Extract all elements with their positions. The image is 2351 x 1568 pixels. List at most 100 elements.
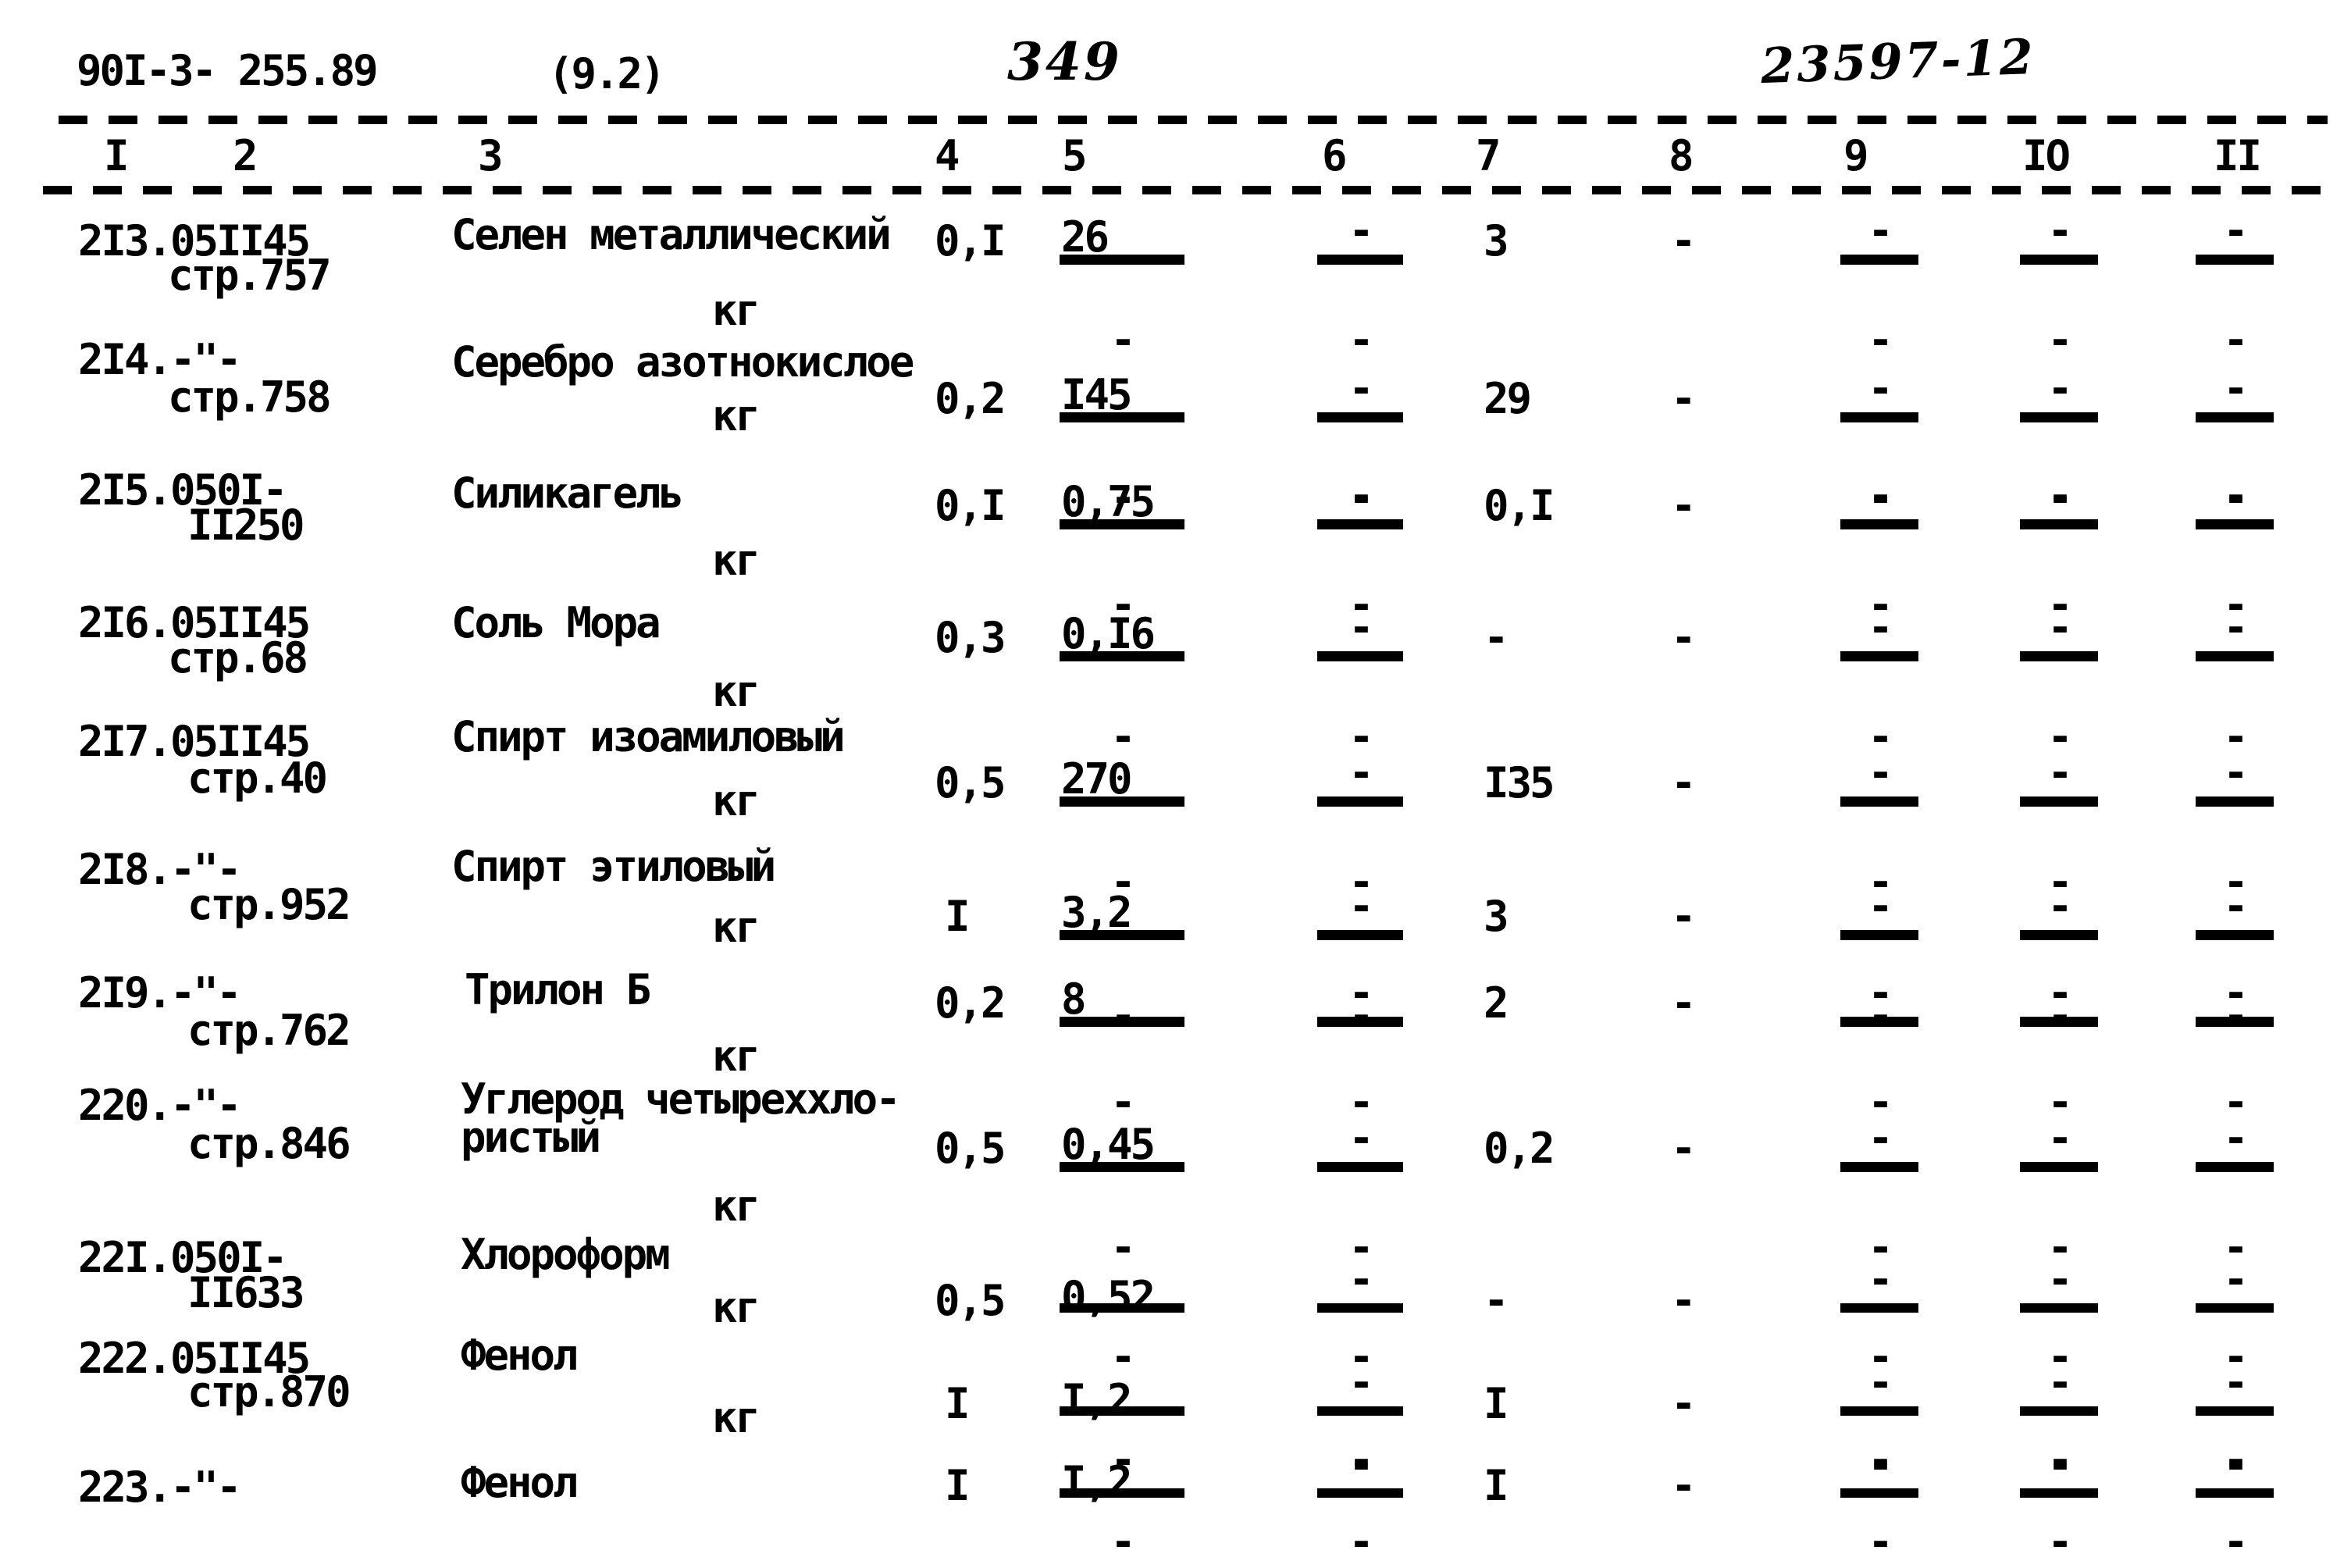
fraction-numerator: - bbox=[1868, 968, 1893, 1017]
column-header-9: 9 bbox=[1843, 131, 1868, 180]
fraction-numerator: - bbox=[2047, 968, 2073, 1017]
fraction-numerator: - bbox=[2223, 1440, 2249, 1489]
fraction-numerator: - bbox=[2223, 1358, 2249, 1407]
fraction-numerator: - bbox=[2047, 882, 2073, 931]
fraction-denominator: - bbox=[1348, 580, 1374, 629]
item-name: Соль Мора bbox=[451, 598, 661, 647]
fraction-denominator: - bbox=[2047, 712, 2073, 761]
cell-col6-fraction: - - bbox=[1317, 1117, 1403, 1269]
cell-col7: I35 bbox=[1484, 758, 1555, 807]
row-code: 2I3.05II45 bbox=[78, 216, 311, 265]
fraction-denominator: - bbox=[1110, 473, 1136, 522]
cell-col4: I bbox=[945, 1461, 970, 1510]
fraction-denominator: - bbox=[1868, 857, 1893, 907]
fraction-numerator: - bbox=[2223, 603, 2249, 652]
fraction-denominator: - bbox=[1110, 1078, 1136, 1127]
row-code: 222.05II45 bbox=[78, 1334, 311, 1383]
fraction-numerator: - bbox=[1868, 603, 1893, 652]
cell-col11-fraction: - - bbox=[2196, 972, 2274, 1124]
cell-col7: - bbox=[1484, 613, 1509, 662]
fraction-numerator: 0,45 bbox=[1061, 1120, 1156, 1169]
fraction-denominator: - bbox=[2223, 991, 2249, 1040]
fraction-bar: - bbox=[1840, 475, 1918, 529]
cell-col9-fraction: - - bbox=[1840, 1117, 1918, 1272]
fraction-bar: - bbox=[1840, 607, 1918, 661]
row-code-page: стр.870 bbox=[187, 1367, 351, 1417]
cell-col10-fraction: - - bbox=[2020, 886, 2098, 1040]
item-name: Трилон Б bbox=[465, 965, 651, 1014]
fraction-bar: - bbox=[1317, 752, 1403, 807]
fraction-denominator: - bbox=[2047, 991, 2073, 1040]
fraction-denominator: - bbox=[2223, 315, 2249, 365]
fraction-numerator: 3,2 bbox=[1061, 888, 1133, 937]
fraction-numerator: - bbox=[2223, 748, 2249, 797]
cell-col10-fraction: - - bbox=[2020, 368, 2098, 519]
cell-col6-fraction: - - bbox=[1317, 1259, 1403, 1378]
fraction-bar: - bbox=[2196, 972, 2274, 1027]
fraction-bar: - bbox=[2196, 475, 2274, 529]
cell-col7: 2 bbox=[1484, 978, 1509, 1028]
column-header-11: II bbox=[2214, 131, 2262, 180]
fraction-numerator: - bbox=[1348, 364, 1374, 413]
cell-col9-fraction: - - bbox=[1840, 1362, 1918, 1481]
fraction-numerator: I,2 bbox=[1061, 1457, 1133, 1506]
cell-col11-fraction: - - bbox=[2196, 752, 2274, 903]
cell-col9-fraction: - - bbox=[1840, 475, 1918, 626]
cell-col10-fraction: - - bbox=[2020, 1259, 2098, 1378]
fraction-numerator: - bbox=[2223, 968, 2249, 1017]
fraction-bar: - bbox=[1840, 1259, 1918, 1313]
fraction-numerator: - bbox=[1868, 882, 1893, 931]
fraction-bar: - bbox=[1317, 368, 1403, 422]
fraction-denominator: - bbox=[1868, 991, 1893, 1040]
fraction-bar: - bbox=[1317, 886, 1403, 940]
fraction-numerator: - bbox=[1348, 1440, 1374, 1489]
fraction-bar: - bbox=[2020, 886, 2098, 940]
fraction-numerator: - bbox=[1868, 1114, 1893, 1163]
fraction-bar: - bbox=[1840, 1444, 1918, 1498]
cell-col5-fraction: 0,52 - bbox=[1060, 1276, 1184, 1378]
fraction-bar: 0,I6 bbox=[1060, 613, 1184, 661]
fraction-denominator: - bbox=[1348, 1517, 1374, 1566]
fraction-denominator: - bbox=[1868, 1332, 1893, 1381]
cell-col9-fraction: - - bbox=[1840, 1444, 1918, 1563]
fraction-numerator: - bbox=[2223, 1114, 2249, 1163]
cell-col7: - bbox=[1484, 1276, 1509, 1325]
fraction-numerator: - bbox=[1348, 603, 1374, 652]
fraction-numerator: - bbox=[1348, 1255, 1374, 1304]
cell-col5-fraction: 0,75 - bbox=[1060, 477, 1184, 626]
fraction-bar: - bbox=[2196, 1362, 2274, 1416]
cell-col11-fraction: - - bbox=[2196, 210, 2274, 365]
item-name: Углерод четыреххло- bbox=[461, 1074, 901, 1124]
fraction-denominator: - bbox=[1110, 1435, 1136, 1484]
fraction-bar: - bbox=[2020, 752, 2098, 807]
cell-col7: 0,I bbox=[1484, 481, 1555, 530]
fraction-denominator: - bbox=[1348, 991, 1374, 1040]
cell-col11-fraction: - - bbox=[2196, 1444, 2274, 1563]
fraction-bar: - bbox=[1317, 1117, 1403, 1172]
cell-col11-fraction: - - bbox=[2196, 607, 2274, 758]
cell-col5-fraction: I45 - bbox=[1060, 374, 1184, 522]
cell-col8: - bbox=[1671, 892, 1696, 941]
fraction-numerator: - bbox=[1868, 1255, 1893, 1304]
fraction-numerator: - bbox=[1348, 471, 1374, 520]
row-code: 2I6.05II45 bbox=[78, 598, 311, 647]
fraction-denominator: - bbox=[1868, 473, 1893, 522]
fraction-bar: - bbox=[1840, 210, 1918, 265]
row-code: 2I9.-"- bbox=[78, 968, 242, 1017]
cell-col8: - bbox=[1671, 1124, 1696, 1173]
fraction-denominator: - bbox=[2223, 1435, 2249, 1484]
unit-label: кг bbox=[712, 667, 761, 716]
cell-col11-fraction: - - bbox=[2196, 368, 2274, 519]
cell-col10-fraction: - - bbox=[2020, 972, 2098, 1124]
cell-col10-fraction: - - bbox=[2020, 1117, 2098, 1269]
fraction-bar: - bbox=[2196, 607, 2274, 661]
cell-col7: I bbox=[1484, 1461, 1509, 1510]
fraction-denominator: - bbox=[1868, 1223, 1893, 1272]
fraction-numerator: 0,75 bbox=[1061, 477, 1156, 526]
row-code-page: стр.757 bbox=[168, 251, 332, 300]
fraction-bar: - bbox=[1840, 368, 1918, 422]
fraction-numerator: - bbox=[2047, 748, 2073, 797]
item-name-line2: ристый bbox=[461, 1113, 601, 1162]
column-header-2: 2 bbox=[233, 131, 258, 180]
fraction-denominator: - bbox=[2047, 580, 2073, 629]
